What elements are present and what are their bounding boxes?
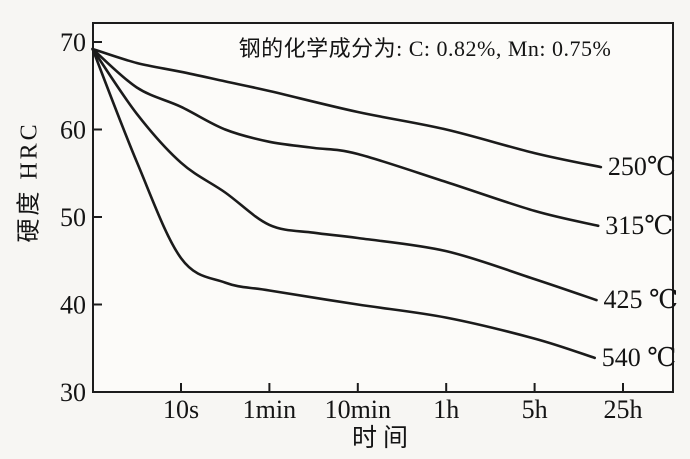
series-label-425C: 425 ℃ [603, 285, 678, 314]
y-tick-label: 40 [60, 291, 86, 320]
curve-540C [91, 47, 596, 360]
x-axis-title: 时间 [351, 425, 414, 452]
x-tick-label: 1h [433, 395, 459, 424]
chart-title: 钢的化学成分为: C: 0.82%, Mn: 0.75% [238, 36, 612, 61]
y-axis-title: 硬度 HRC [16, 121, 43, 243]
series-label-250C: 250℃ [608, 152, 676, 181]
y-tick-label: 30 [60, 378, 86, 407]
x-tick-label: 5h [522, 395, 548, 424]
series-label-540C: 540 ℃ [602, 343, 677, 372]
x-tick-label: 10s [163, 395, 199, 424]
curve-250C [91, 47, 603, 169]
curve-425C [91, 47, 598, 302]
x-tick-label: 25h [604, 395, 643, 424]
x-tick-label: 1min [243, 395, 296, 424]
y-tick-label: 70 [60, 28, 86, 57]
y-tick-label: 60 [60, 116, 86, 145]
series-label-315C: 315℃ [605, 211, 673, 240]
y-tick-label: 50 [60, 203, 86, 232]
curve-315C [91, 47, 600, 228]
x-tick-label: 10min [325, 395, 391, 424]
plot-border [92, 22, 674, 393]
